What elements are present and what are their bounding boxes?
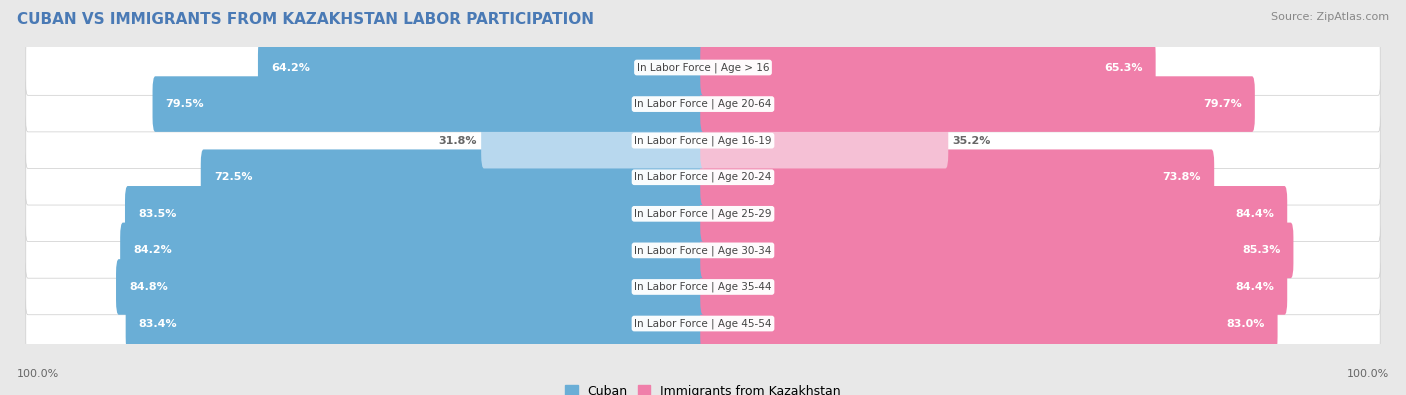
Text: In Labor Force | Age > 16: In Labor Force | Age > 16	[637, 62, 769, 73]
FancyBboxPatch shape	[25, 223, 1381, 278]
Text: In Labor Force | Age 30-34: In Labor Force | Age 30-34	[634, 245, 772, 256]
FancyBboxPatch shape	[201, 149, 706, 205]
Text: 100.0%: 100.0%	[17, 369, 59, 379]
FancyBboxPatch shape	[481, 113, 706, 168]
FancyBboxPatch shape	[700, 259, 1288, 315]
FancyBboxPatch shape	[152, 76, 706, 132]
FancyBboxPatch shape	[25, 186, 1381, 242]
FancyBboxPatch shape	[125, 296, 706, 351]
Text: 35.2%: 35.2%	[952, 135, 991, 146]
FancyBboxPatch shape	[25, 259, 1381, 315]
Text: 83.4%: 83.4%	[139, 318, 177, 329]
Text: Source: ZipAtlas.com: Source: ZipAtlas.com	[1271, 12, 1389, 22]
FancyBboxPatch shape	[700, 113, 948, 168]
Text: In Labor Force | Age 35-44: In Labor Force | Age 35-44	[634, 282, 772, 292]
FancyBboxPatch shape	[120, 223, 706, 278]
FancyBboxPatch shape	[25, 76, 1381, 132]
FancyBboxPatch shape	[700, 149, 1215, 205]
Text: In Labor Force | Age 20-64: In Labor Force | Age 20-64	[634, 99, 772, 109]
Text: 83.0%: 83.0%	[1226, 318, 1264, 329]
Text: CUBAN VS IMMIGRANTS FROM KAZAKHSTAN LABOR PARTICIPATION: CUBAN VS IMMIGRANTS FROM KAZAKHSTAN LABO…	[17, 12, 593, 27]
FancyBboxPatch shape	[25, 40, 1381, 95]
FancyBboxPatch shape	[700, 76, 1254, 132]
FancyBboxPatch shape	[700, 186, 1288, 242]
Text: 72.5%: 72.5%	[214, 172, 252, 182]
Text: 83.5%: 83.5%	[138, 209, 176, 219]
Text: In Labor Force | Age 16-19: In Labor Force | Age 16-19	[634, 135, 772, 146]
Text: 65.3%: 65.3%	[1104, 62, 1143, 73]
FancyBboxPatch shape	[700, 296, 1278, 351]
Legend: Cuban, Immigrants from Kazakhstan: Cuban, Immigrants from Kazakhstan	[560, 380, 846, 395]
Text: 84.4%: 84.4%	[1236, 209, 1274, 219]
Text: 64.2%: 64.2%	[271, 62, 309, 73]
FancyBboxPatch shape	[25, 113, 1381, 168]
Text: 84.2%: 84.2%	[134, 245, 172, 256]
Text: 79.7%: 79.7%	[1204, 99, 1241, 109]
Text: 84.8%: 84.8%	[129, 282, 167, 292]
FancyBboxPatch shape	[25, 149, 1381, 205]
Text: 84.4%: 84.4%	[1236, 282, 1274, 292]
Text: 31.8%: 31.8%	[439, 135, 477, 146]
Text: 79.5%: 79.5%	[166, 99, 204, 109]
Text: 85.3%: 85.3%	[1241, 245, 1281, 256]
FancyBboxPatch shape	[700, 40, 1156, 95]
Text: In Labor Force | Age 25-29: In Labor Force | Age 25-29	[634, 209, 772, 219]
FancyBboxPatch shape	[117, 259, 706, 315]
FancyBboxPatch shape	[700, 223, 1294, 278]
FancyBboxPatch shape	[125, 186, 706, 242]
FancyBboxPatch shape	[25, 296, 1381, 351]
FancyBboxPatch shape	[257, 40, 706, 95]
Text: 73.8%: 73.8%	[1163, 172, 1201, 182]
Text: In Labor Force | Age 45-54: In Labor Force | Age 45-54	[634, 318, 772, 329]
Text: 100.0%: 100.0%	[1347, 369, 1389, 379]
Text: In Labor Force | Age 20-24: In Labor Force | Age 20-24	[634, 172, 772, 182]
